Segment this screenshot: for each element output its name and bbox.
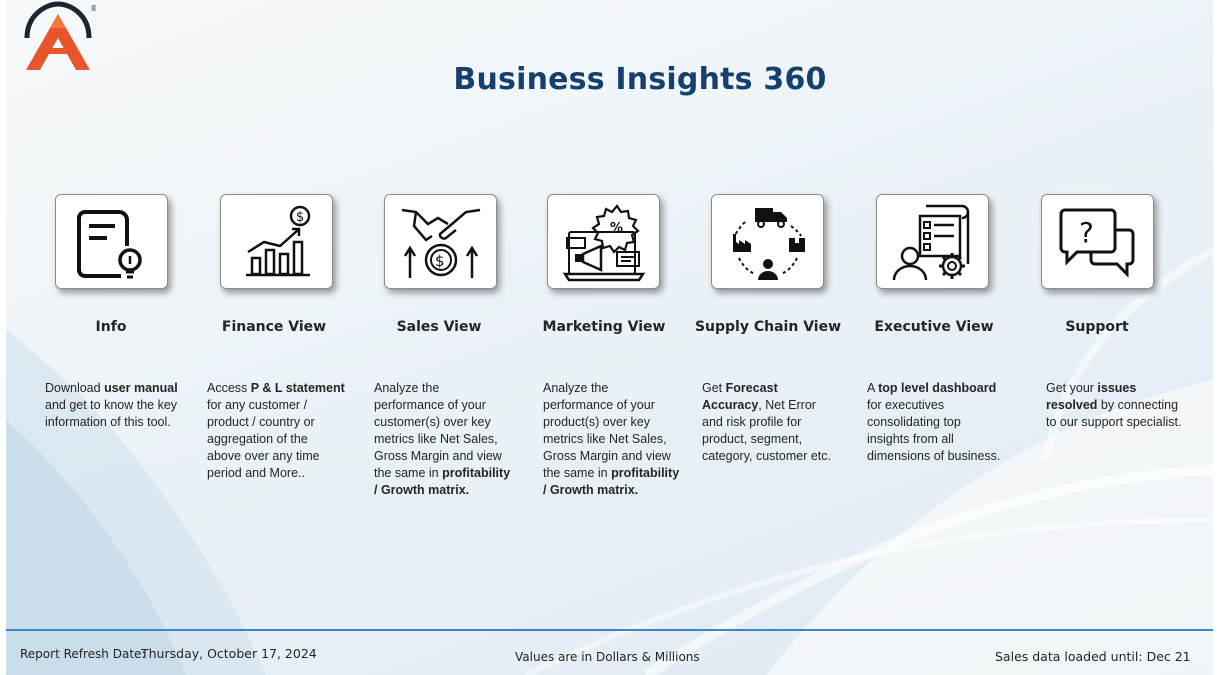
description-text: and get to know the key information of t…: [45, 398, 178, 429]
description-text: , Net Error and risk profile for product…: [702, 398, 831, 463]
description-highlight: profitability / Growth matrix.: [543, 466, 680, 497]
marketing-view-title: Marketing View: [542, 319, 666, 335]
sales-view-title: Sales View: [396, 319, 482, 335]
refresh-date-value: Thursday, October 17, 2024: [141, 646, 317, 661]
description-highlight: user manual: [104, 381, 178, 395]
marketing-view-description: Analyze the performance of your product(…: [543, 380, 681, 499]
description-text: A: [867, 381, 879, 395]
description-text: Access: [207, 381, 251, 395]
units-note: Values are in Dollars & Millions: [515, 650, 700, 664]
refresh-date-label: Report Refresh Date:: [20, 647, 146, 661]
supply-chain-cycle-icon: [732, 207, 805, 280]
svg-text:?: ?: [1079, 216, 1094, 249]
executive-view-description: A top level dashboard for executives con…: [867, 380, 1005, 465]
description-highlight: issues resolved: [1046, 381, 1137, 412]
description-highlight: profitability / Growth matrix.: [374, 466, 511, 497]
sales-view-button[interactable]: $: [384, 194, 497, 289]
footer-divider: [6, 629, 1213, 631]
marketing-view-button[interactable]: %: [547, 194, 660, 289]
page-title: Business Insights 360: [453, 62, 827, 97]
finance-view-button[interactable]: $: [220, 194, 333, 289]
info-button[interactable]: [55, 194, 168, 289]
description-text: Get: [702, 381, 726, 395]
support-button[interactable]: ?: [1041, 194, 1154, 289]
finance-view-description: Access P & L statement for any customer …: [207, 380, 345, 482]
description-highlight: top level dashboard: [878, 381, 997, 395]
supply-chain-view-title: Supply Chain View: [694, 319, 842, 335]
description-text: Analyze the performance of your customer…: [374, 381, 502, 480]
company-logo: ®: [20, 0, 98, 74]
description-text: Download: [45, 381, 105, 395]
background-swoosh: [6, 246, 1213, 675]
svg-text:%: %: [610, 221, 623, 236]
description-text: Get your: [1046, 381, 1098, 395]
supply-chain-view-button[interactable]: [711, 194, 824, 289]
description-text: Analyze the performance of your product(…: [543, 381, 671, 480]
description-highlight: P & L statement: [250, 381, 345, 395]
finance-view-title: Finance View: [221, 319, 327, 335]
sales-view-description: Analyze the performance of your customer…: [374, 380, 512, 499]
info-description: Download user manual and get to know the…: [45, 380, 183, 431]
svg-text:$: $: [296, 210, 304, 225]
support-description: Get your issues resolved by connecting t…: [1046, 380, 1184, 431]
support-chat-question-icon: ?: [1059, 208, 1134, 278]
support-title: Support: [1065, 319, 1129, 335]
description-text: for executives consolidating top insight…: [867, 398, 1001, 463]
growth-chart-dollar-icon: $: [245, 205, 310, 276]
data-loaded-until: Sales data loaded until: Dec 21: [995, 649, 1191, 664]
handshake-dollar-icon: $: [401, 208, 480, 278]
description-text: by connecting to our support specialist.: [1046, 398, 1182, 429]
marketing-megaphone-icon: %: [562, 203, 645, 281]
executive-view-button[interactable]: [876, 194, 989, 289]
logo-registered-mark: ®: [90, 4, 96, 13]
description-highlight: Forecast Accuracy: [702, 381, 778, 412]
executive-view-title: Executive View: [874, 319, 994, 335]
info-title: Info: [95, 319, 127, 335]
report-canvas: ® Business Insights 360 $: [6, 0, 1213, 675]
svg-text:$: $: [435, 252, 445, 270]
description-text: for any customer / product / country or …: [207, 398, 320, 480]
executive-report-gear-icon: [892, 204, 969, 280]
supply-chain-view-description: Get Forecast Accuracy, Net Error and ris…: [702, 380, 840, 465]
document-lightbulb-icon: [76, 209, 142, 278]
